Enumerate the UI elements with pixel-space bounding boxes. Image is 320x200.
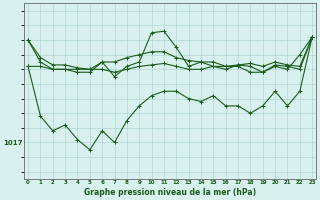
- X-axis label: Graphe pression niveau de la mer (hPa): Graphe pression niveau de la mer (hPa): [84, 188, 256, 197]
